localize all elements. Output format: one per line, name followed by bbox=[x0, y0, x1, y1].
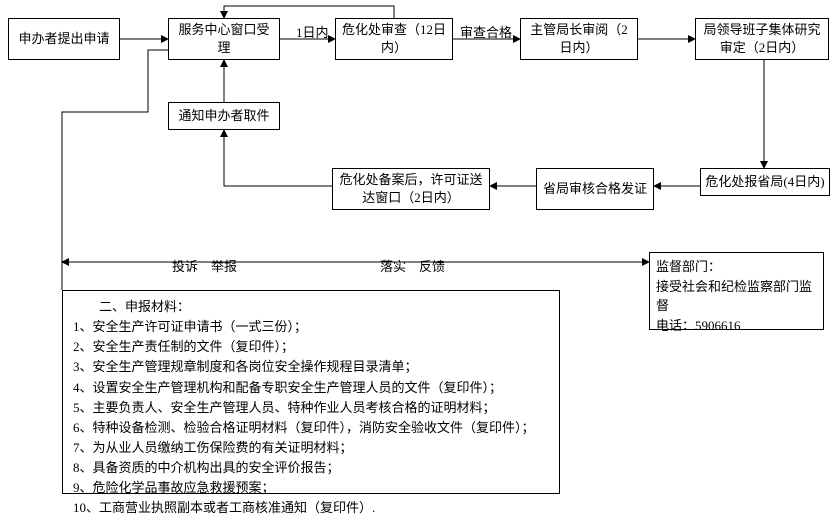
supervision-line: 监督部门： bbox=[656, 257, 817, 277]
materials-item: 1、安全生产许可证申请书（一式三份）； bbox=[73, 317, 549, 337]
materials-item: 4、设置安全生产管理机构和配备专职安全生产管理人员的文件（复印件）； bbox=[73, 378, 549, 398]
materials-item: 8、具备资质的中介机构出具的安全评价报告； bbox=[73, 458, 549, 478]
edge-label-1day: 1日内 bbox=[296, 22, 329, 41]
materials-item: 2、安全生产责任制的文件（复印件）； bbox=[73, 337, 549, 357]
materials-item: 5、主要负责人、安全生产管理人员、特种作业人员考核合格的证明材料； bbox=[73, 398, 549, 418]
edge-label-complaint: 投诉 举报 bbox=[172, 256, 237, 275]
node-service-window: 服务中心窗口受理 bbox=[168, 18, 280, 60]
materials-box: 二、申报材料： 1、安全生产许可证申请书（一式三份）；2、安全生产责任制的文件（… bbox=[62, 290, 560, 494]
node-notify-pickup: 通知申办者取件 bbox=[168, 102, 280, 130]
supervision-box: 监督部门：接受社会和纪检监察部门监督电话：5906616 bbox=[649, 252, 824, 330]
materials-item: 9、危险化学品事故应急救援预案； bbox=[73, 478, 549, 498]
node-director-review: 主管局长审阅（2日内） bbox=[520, 18, 638, 60]
node-leadership-decide: 局领导班子集体研究审定（2日内） bbox=[695, 18, 829, 60]
supervision-line: 电话：5906616 bbox=[656, 316, 817, 336]
node-applicant-submit: 申办者提出申请 bbox=[8, 18, 120, 60]
node-provincial-issue: 省局审核合格发证 bbox=[536, 168, 654, 210]
materials-item: 6、特种设备检测、检验合格证明材料（复印件），消防安全验收文件（复印件）； bbox=[73, 418, 549, 438]
materials-title: 二、申报材料： bbox=[73, 297, 549, 317]
materials-item: 10、工商营业执照副本或者工商核准通知（复印件）. bbox=[73, 498, 549, 518]
supervision-line: 接受社会和纪检监察部门监督 bbox=[656, 277, 817, 316]
node-file-deliver: 危化处备案后，许可证送达窗口（2日内） bbox=[332, 168, 490, 210]
flowchart-canvas: 申办者提出申请 服务中心窗口受理 危化处审查（12日内） 主管局长审阅（2日内）… bbox=[0, 0, 839, 500]
node-report-provincial: 危化处报省局(4日内) bbox=[700, 168, 830, 196]
node-hazchem-review: 危化处审查（12日内） bbox=[335, 18, 453, 60]
edge-label-feedback: 落实 反馈 bbox=[380, 256, 445, 275]
materials-item: 3、安全生产管理规章制度和各岗位安全操作规程目录清单； bbox=[73, 357, 549, 377]
edge-label-pass: 审查合格 bbox=[460, 22, 512, 41]
materials-item: 7、为从业人员缴纳工伤保险费的有关证明材料； bbox=[73, 438, 549, 458]
materials-list: 1、安全生产许可证申请书（一式三份）；2、安全生产责任制的文件（复印件）；3、安… bbox=[73, 317, 549, 518]
